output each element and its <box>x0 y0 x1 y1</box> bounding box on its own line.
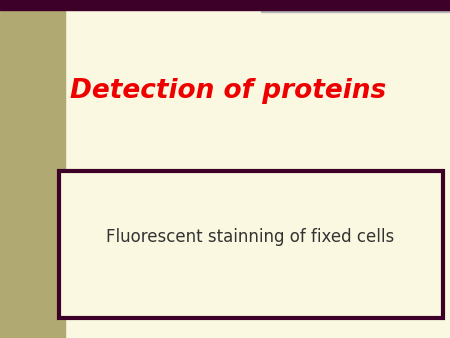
Bar <box>0 0 65 338</box>
Bar <box>58 171 443 318</box>
Text: Detection of proteins: Detection of proteins <box>70 78 386 104</box>
Text: Fluorescent stainning of fixed cells: Fluorescent stainning of fixed cells <box>106 227 394 246</box>
Bar <box>0 0 450 10</box>
Bar <box>261 0 450 12</box>
